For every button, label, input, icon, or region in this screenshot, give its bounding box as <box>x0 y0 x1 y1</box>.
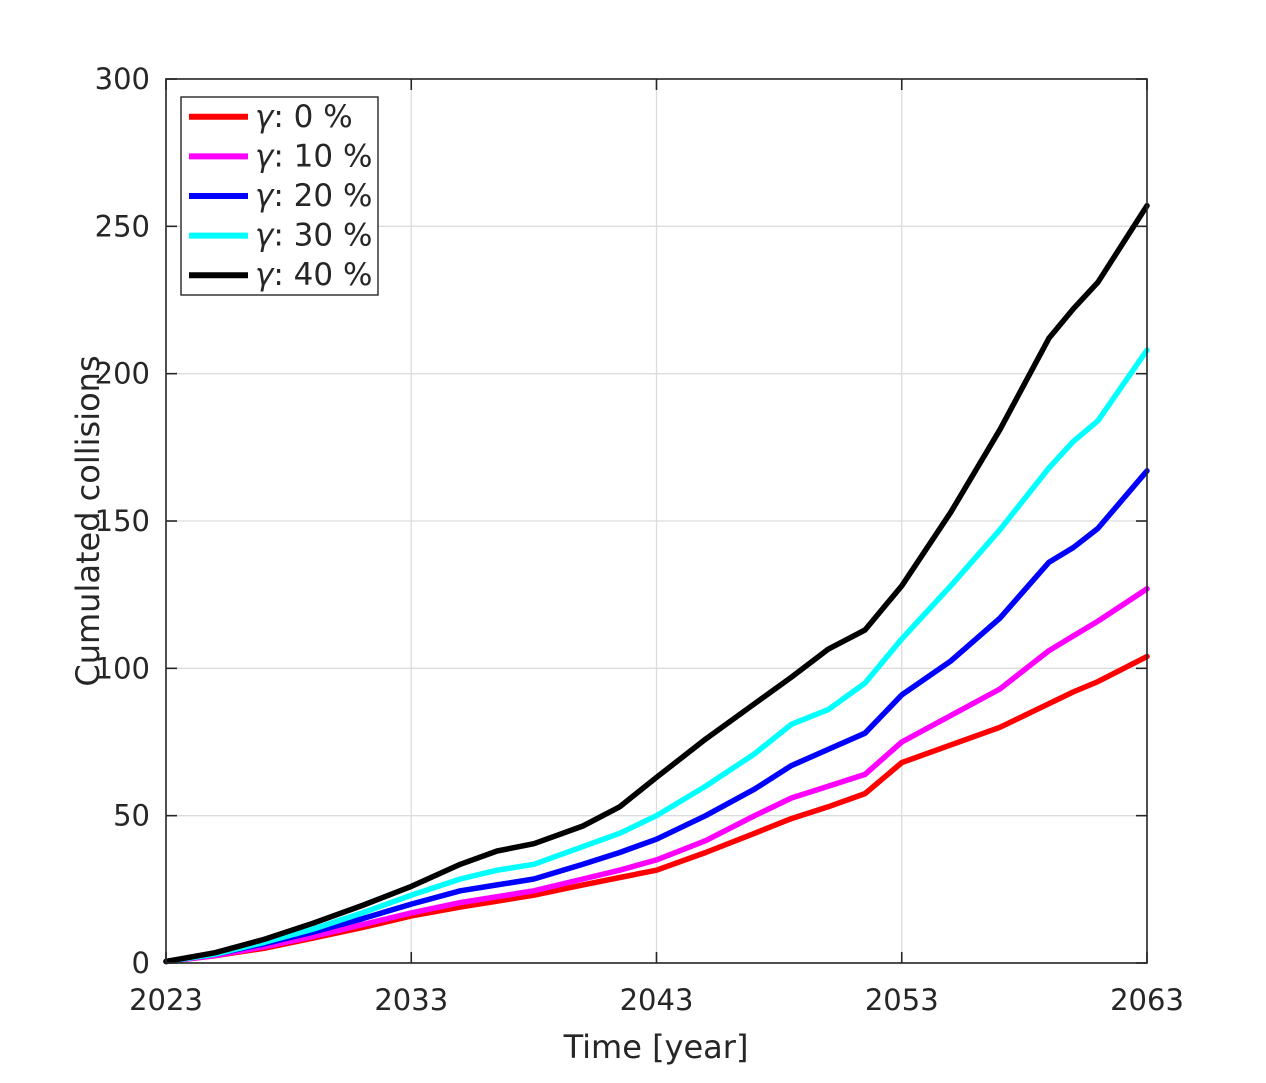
y-axis-label: Cumulated collisions <box>69 355 107 687</box>
y-tick-label: 0 <box>132 946 150 980</box>
legend-item-label: γ: 10 % <box>255 138 372 174</box>
series-line-1 <box>163 586 1150 965</box>
legend-item: γ: 0 % <box>189 99 353 135</box>
legend-item: γ: 10 % <box>189 138 372 174</box>
x-tick-label: 2053 <box>865 983 939 1017</box>
x-axis-label: Time [year] <box>563 1028 749 1066</box>
legend-item-label: γ: 40 % <box>255 257 372 293</box>
legend-item-label: γ: 30 % <box>255 218 372 254</box>
series-line-4 <box>163 202 1150 965</box>
x-tick-label: 2043 <box>620 983 694 1017</box>
y-tick-label: 200 <box>95 357 150 391</box>
x-tick-label: 2063 <box>1110 983 1184 1017</box>
series-line-2 <box>163 468 1150 965</box>
x-tick-label: 2033 <box>374 983 448 1017</box>
x-tick-label: 2023 <box>129 983 203 1017</box>
legend-item: γ: 30 % <box>189 218 372 254</box>
legend-item: γ: 20 % <box>189 178 372 214</box>
y-tick-label: 50 <box>113 799 150 833</box>
legend: γ: 0 %γ: 10 % γ: 20 % γ: 30 %γ: 40 % <box>180 96 379 296</box>
series-line-3 <box>163 347 1150 965</box>
legend-item-label: γ: 20 % <box>255 178 372 214</box>
legend-item-label: γ: 0 % <box>255 99 353 135</box>
legend-item: γ: 40 % <box>189 257 372 293</box>
y-tick-label: 300 <box>95 62 150 96</box>
y-tick-label: 100 <box>95 651 150 685</box>
y-tick-label: 150 <box>95 504 150 538</box>
y-tick-label: 250 <box>95 209 150 243</box>
